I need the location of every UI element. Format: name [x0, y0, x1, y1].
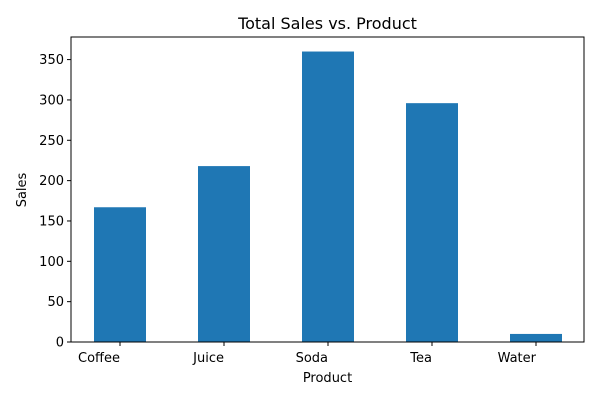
y-tick-label: 150 — [39, 214, 64, 229]
bar-water — [510, 333, 562, 342]
x-tick-label: Soda — [296, 351, 328, 366]
x-tick-label: Tea — [409, 351, 432, 366]
y-tick-label: 200 — [39, 174, 64, 189]
chart-title: Total Sales vs. Product — [237, 14, 417, 33]
y-axis-label: Sales — [15, 172, 30, 207]
x-tick-label: Juice — [192, 351, 224, 366]
bar-tea — [406, 103, 458, 342]
x-tick-label: Water — [498, 351, 537, 366]
y-tick-label: 300 — [39, 93, 64, 108]
bar-juice — [198, 166, 250, 342]
x-tick-label: Coffee — [78, 351, 120, 366]
y-tick-label: 50 — [47, 295, 64, 310]
y-tick-label: 100 — [39, 255, 64, 270]
plot-frame — [70, 36, 585, 343]
bar-soda — [302, 51, 354, 343]
y-tick-label: 350 — [39, 53, 64, 68]
y-tick-label: 250 — [39, 134, 64, 149]
y-tick-label: 0 — [56, 336, 64, 351]
x-axis-label: Product — [303, 371, 352, 386]
bar-coffee — [94, 207, 146, 342]
